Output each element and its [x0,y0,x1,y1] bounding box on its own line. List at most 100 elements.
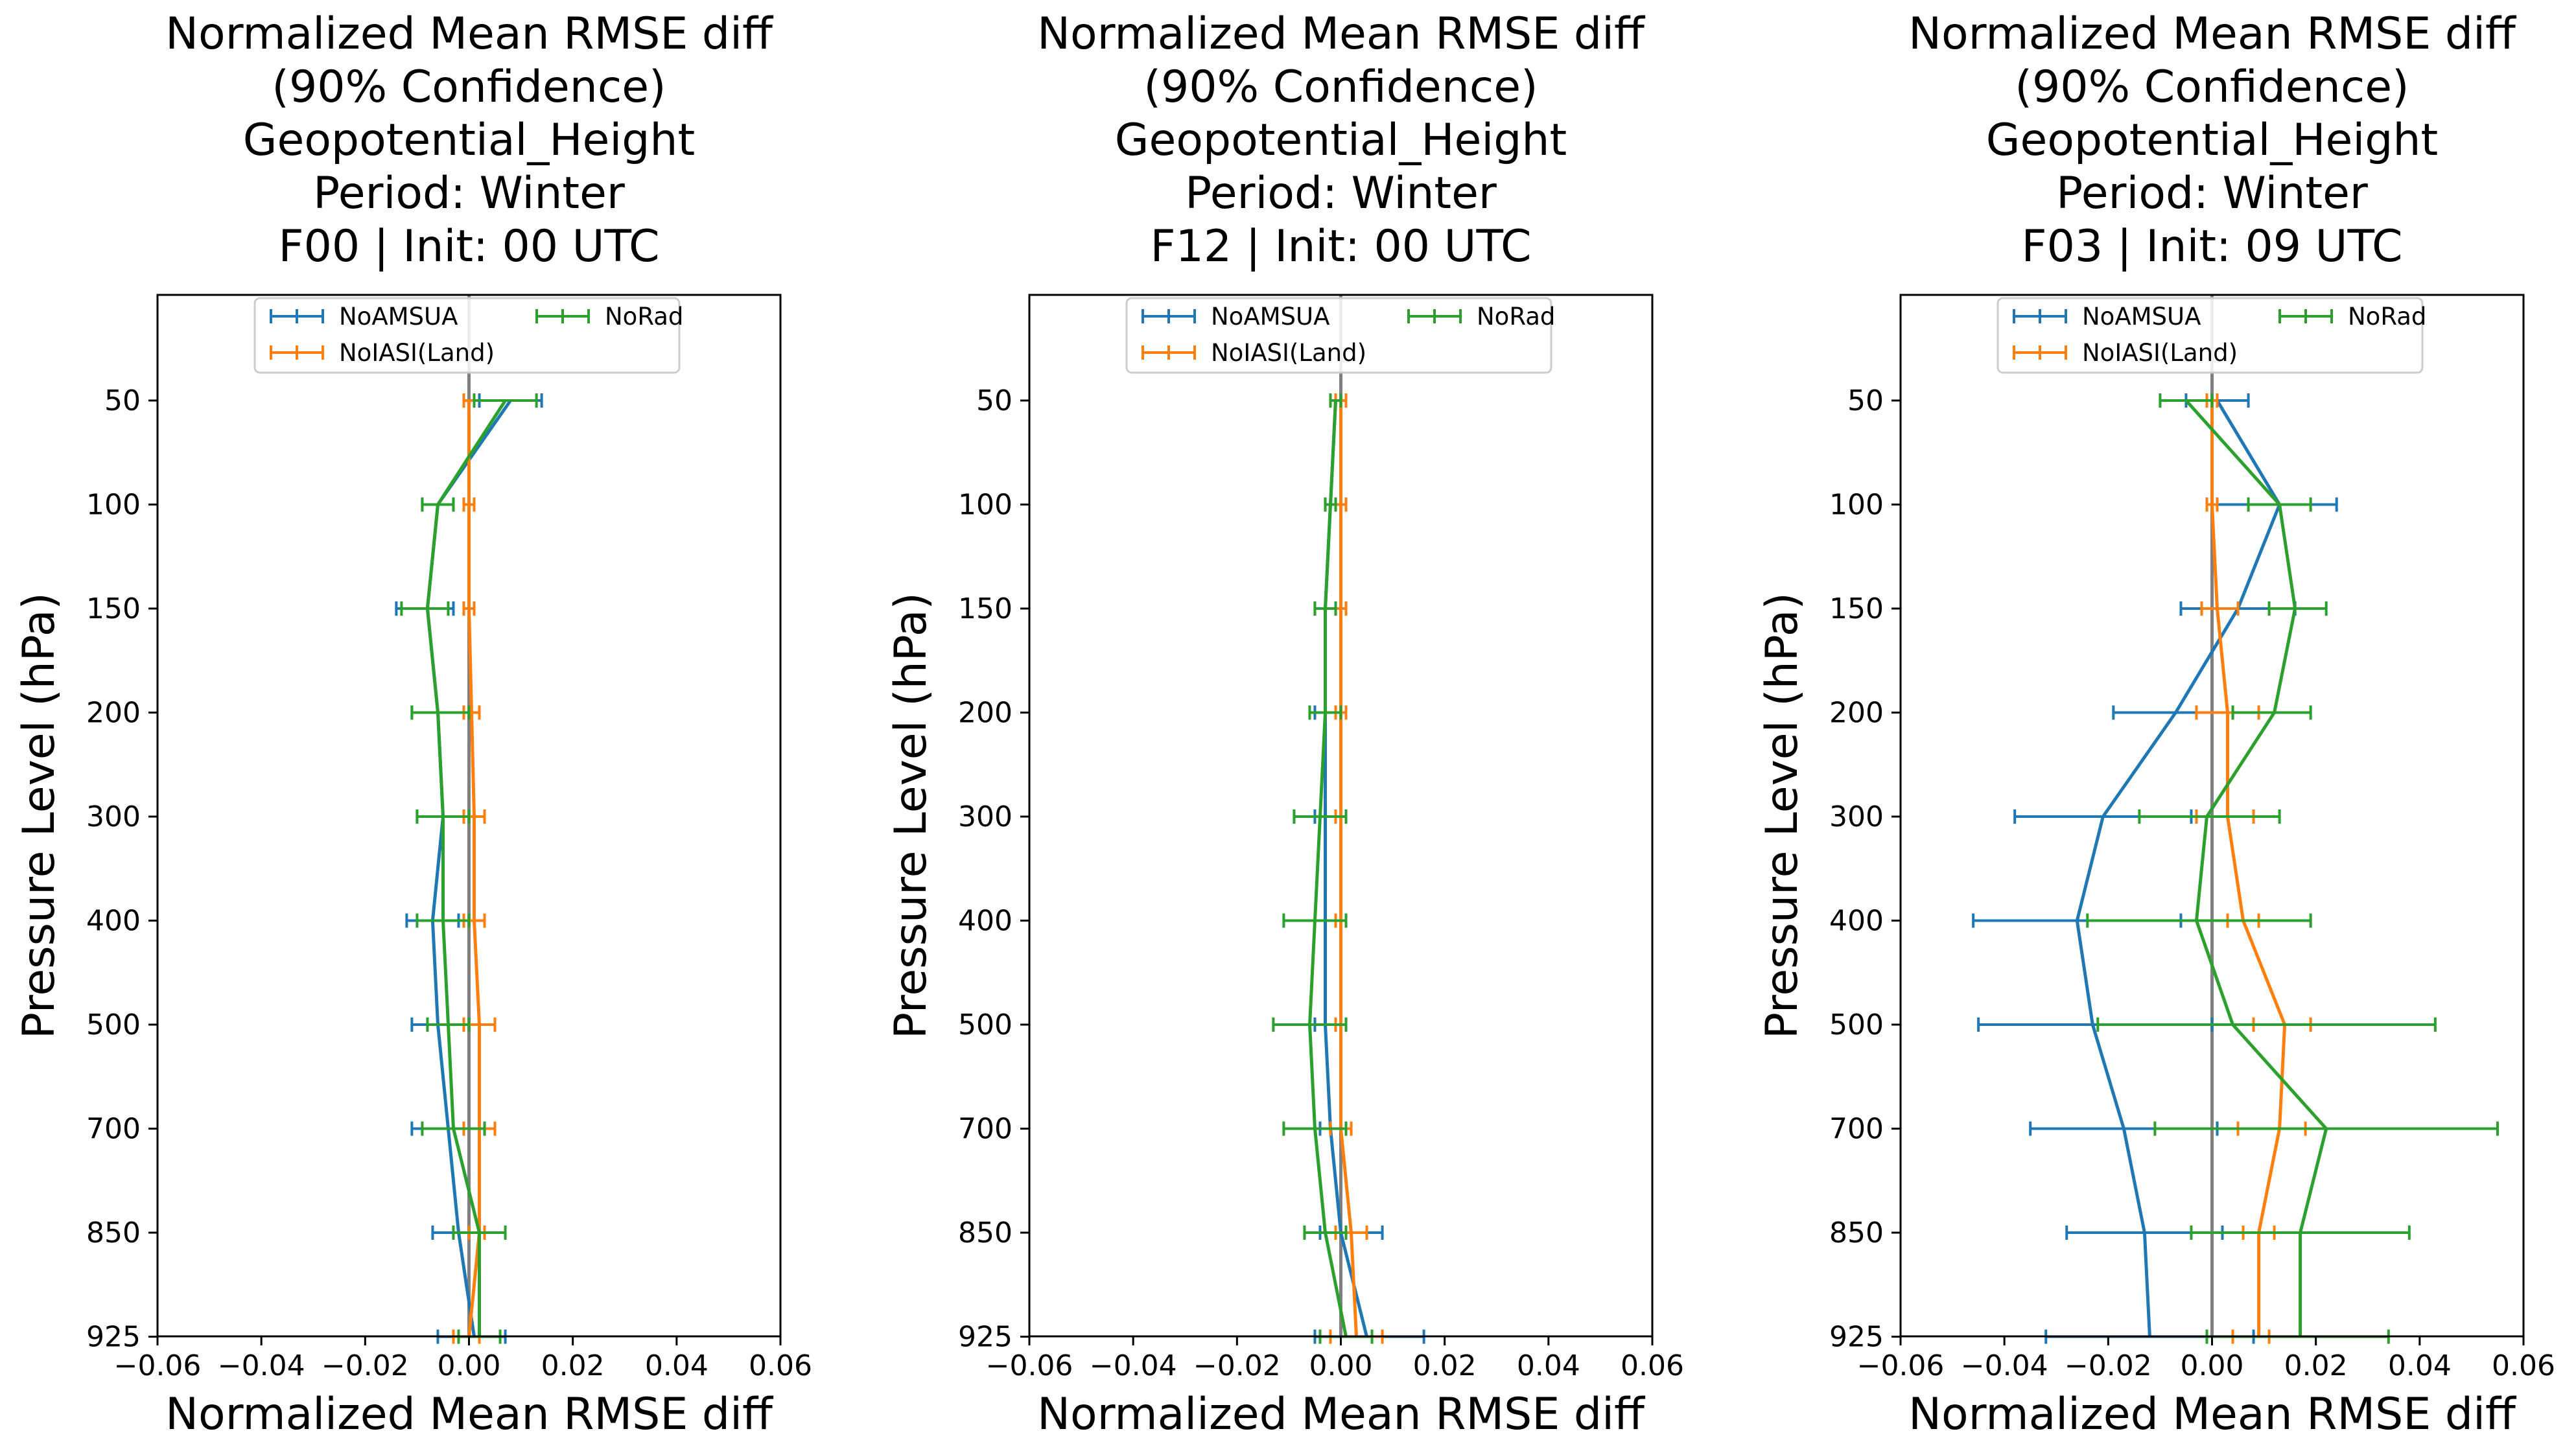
x-tick-label: 0.06 [2492,1349,2555,1382]
series-line [467,401,481,1337]
x-tick-label: −0.02 [1193,1349,1281,1382]
x-tick-label: 0.00 [438,1349,501,1382]
series-noamsua [1972,393,2338,1344]
y-tick-label: 50 [976,384,1013,417]
series-line [2184,399,2328,1337]
y-tick-label: 150 [86,592,141,625]
y-tick-label: 100 [86,489,141,522]
legend: NoAMSUA NoRad NoIASI(Land) [1996,297,2426,374]
y-tick-label: 200 [1829,697,1884,730]
x-tick-label: −0.04 [1961,1349,2048,1382]
x-tick-label: −0.06 [1857,1349,1945,1382]
y-tick-label: 200 [86,697,141,730]
x-tick-label: −0.04 [218,1349,305,1382]
legend: NoAMSUA NoRad NoIASI(Land) [1125,297,1555,374]
y-tick-label: 150 [1829,592,1884,625]
chart-title-line: Geopotential_Height [1986,115,2438,166]
series-line [1339,401,1358,1337]
x-tick-label: 0.06 [1621,1349,1684,1382]
y-tick-label: 925 [86,1321,141,1354]
y-tick-label: 500 [958,1008,1013,1041]
chart-title-line: Period: Winter [2056,168,2368,219]
legend-entry: NoIASI(Land) [1142,339,1366,367]
legend-label: NoIASI(Land) [2082,339,2238,367]
legend-entry: NoIASI(Land) [270,339,495,367]
legend-entry: NoRad [535,303,683,331]
chart-title-line: (90% Confidence) [2015,62,2409,113]
legend-entry: NoIASI(Land) [2013,339,2238,367]
legend-label: NoIASI(Land) [1211,339,1366,367]
x-tick-label: 0.04 [1517,1349,1580,1382]
legend-entry: NoRad [2278,303,2426,331]
series-norad [1272,393,1374,1344]
series-norad [2086,393,2499,1344]
x-axis-label: Normalized Mean RMSE diff [165,1389,774,1440]
chart-panel-3: Normalized Mean RMSE diff(90% Confidence… [1757,8,2555,1440]
y-tick-label: 300 [958,800,1013,833]
x-tick-label: 0.02 [2284,1349,2348,1382]
x-tick-label: 0.02 [541,1349,605,1382]
chart-title-line: Geopotential_Height [1115,115,1567,166]
y-axis-label: Pressure Level (hPa) [1757,592,1808,1039]
y-tick-label: 700 [1829,1113,1884,1146]
x-tick-label: 0.00 [1309,1349,1373,1382]
x-tick-label: 0.04 [645,1349,708,1382]
y-tick-label: 400 [958,905,1013,938]
legend-entry: NoAMSUA [2013,303,2201,331]
legend-label: NoAMSUA [339,303,458,331]
legend-label: NoRad [605,303,683,331]
legend-label: NoAMSUA [2082,303,2201,331]
chart-title-line: F00 | Init: 00 UTC [279,221,660,272]
series-noamsua [1313,393,1425,1344]
y-axis-label: Pressure Level (hPa) [14,592,65,1039]
y-tick-label: 500 [86,1008,141,1041]
y-tick-label: 700 [86,1113,141,1146]
y-tick-label: 300 [86,800,141,833]
chart-title-line: Geopotential_Height [243,115,695,166]
chart-title-line: (90% Confidence) [1143,62,1538,113]
y-tick-label: 925 [1829,1321,1884,1354]
x-tick-label: −0.02 [2065,1349,2152,1382]
y-tick-label: 100 [1829,489,1884,522]
series-line [1308,400,1348,1337]
x-tick-label: −0.02 [322,1349,409,1382]
chart-title-line: Normalized Mean RMSE diff [1908,8,2517,60]
x-tick-label: 0.00 [2181,1349,2244,1382]
series-line [2210,401,2287,1337]
chart-panel-2: Normalized Mean RMSE diff(90% Confidence… [885,8,1684,1440]
y-tick-label: 500 [1829,1008,1884,1041]
x-tick-label: 0.06 [749,1349,812,1382]
series-noiasi-land- [452,393,497,1344]
legend-label: NoRad [1477,303,1555,331]
chart-panel-1: Normalized Mean RMSE diff(90% Confidence… [14,8,812,1440]
series-line [425,399,507,1337]
x-tick-label: −0.06 [986,1349,1073,1382]
x-tick-label: −0.06 [114,1349,202,1382]
chart-title-line: F12 | Init: 00 UTC [1151,221,1532,272]
legend-label: NoRad [2348,303,2426,331]
legend-entry: NoAMSUA [1142,303,1329,331]
y-tick-label: 700 [958,1113,1013,1146]
y-tick-label: 150 [958,592,1013,625]
legend-label: NoIASI(Land) [339,339,495,367]
legend-entry: NoAMSUA [270,303,458,331]
legend: NoAMSUA NoRad NoIASI(Land) [253,297,683,374]
chart-title-line: Period: Winter [1185,168,1497,219]
x-axis-label: Normalized Mean RMSE diff [1908,1389,2517,1440]
y-tick-label: 850 [86,1216,141,1250]
chart-title-line: Normalized Mean RMSE diff [1037,8,1646,60]
y-axis-label: Pressure Level (hPa) [885,592,937,1039]
y-tick-label: 50 [1847,384,1884,417]
y-tick-label: 850 [1829,1216,1884,1250]
y-tick-label: 100 [958,489,1013,522]
chart-title-line: F03 | Init: 09 UTC [2022,221,2403,272]
series-norad [400,393,538,1344]
y-tick-label: 50 [104,384,141,417]
legend-label: NoAMSUA [1211,303,1329,331]
chart-title-line: Normalized Mean RMSE diff [165,8,774,60]
chart-title-line: Period: Winter [313,168,625,219]
x-tick-label: 0.02 [1413,1349,1477,1382]
y-tick-label: 850 [958,1216,1013,1250]
x-axis-label: Normalized Mean RMSE diff [1037,1389,1646,1440]
